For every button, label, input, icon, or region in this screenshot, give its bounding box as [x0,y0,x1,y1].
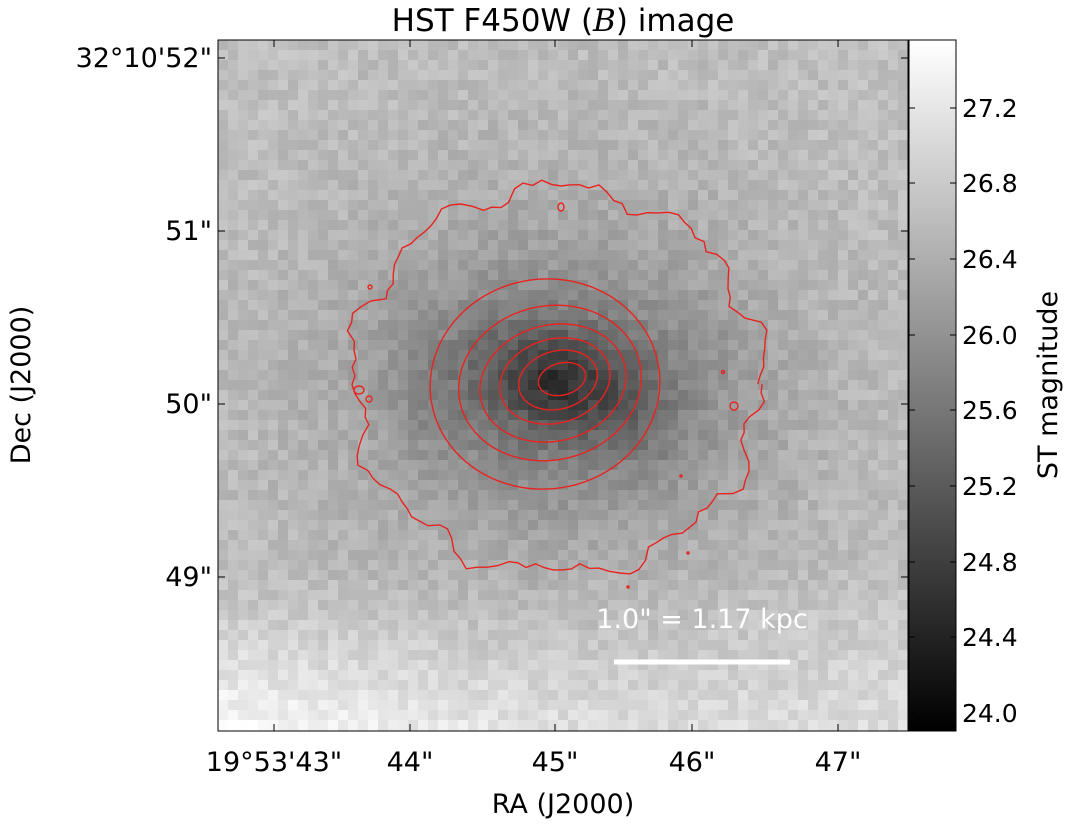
colorbar-tick-label: 26.8 [962,169,1018,198]
image-frame [217,39,909,732]
galaxy-image [218,40,908,731]
contour-line [479,323,627,443]
contour-blob [686,551,690,555]
y-axis-label: Dec (J2000) [6,306,37,465]
scale-bar-label: 1.0" = 1.17 kpc [596,604,807,635]
contour-lines [346,179,768,589]
colorbar-tick-label: 27.2 [962,94,1018,123]
y-tick-label: 51" [165,216,212,247]
contour-blob [679,474,683,478]
x-tick-label: 19°53'43" [206,747,342,778]
x-tick-label: 46" [669,747,716,778]
colorbar-tick-label: 24.0 [962,699,1018,728]
contour-blob [729,401,739,411]
y-tick-label: 32°10'52" [76,43,212,74]
colorbar-tick-label: 26.0 [962,321,1018,350]
x-axis-label: RA (J2000) [492,789,634,820]
contour-blob [626,585,630,589]
contour-blob [720,369,726,375]
x-tick-label: 44" [387,747,434,778]
colorbar-tick-label: 26.4 [962,245,1018,274]
contour-blob [353,385,365,395]
x-tick-label: 45" [532,747,579,778]
colorbar-label: ST magnitude [1033,291,1064,479]
colorbar [908,39,957,732]
contour-line [537,361,587,397]
contour-blob [365,395,373,403]
colorbar-tick-label: 25.6 [962,396,1018,425]
contour-line [518,349,598,411]
y-tick-label: 49" [165,562,212,593]
colorbar-tick-label: 24.4 [962,623,1018,652]
contour-blob [367,284,373,290]
colorbar-tick-label: 24.8 [962,548,1018,577]
contour-line [457,304,643,462]
contour-blob [557,202,565,212]
figure-title: HST F450W (B) image [392,3,735,39]
colorbar-tick-label: 25.2 [962,472,1018,501]
x-tick-label: 47" [815,747,862,778]
y-tick-label: 50" [165,389,212,420]
contour-line [499,337,611,425]
contour-line [346,179,768,575]
contour-line [429,278,661,490]
